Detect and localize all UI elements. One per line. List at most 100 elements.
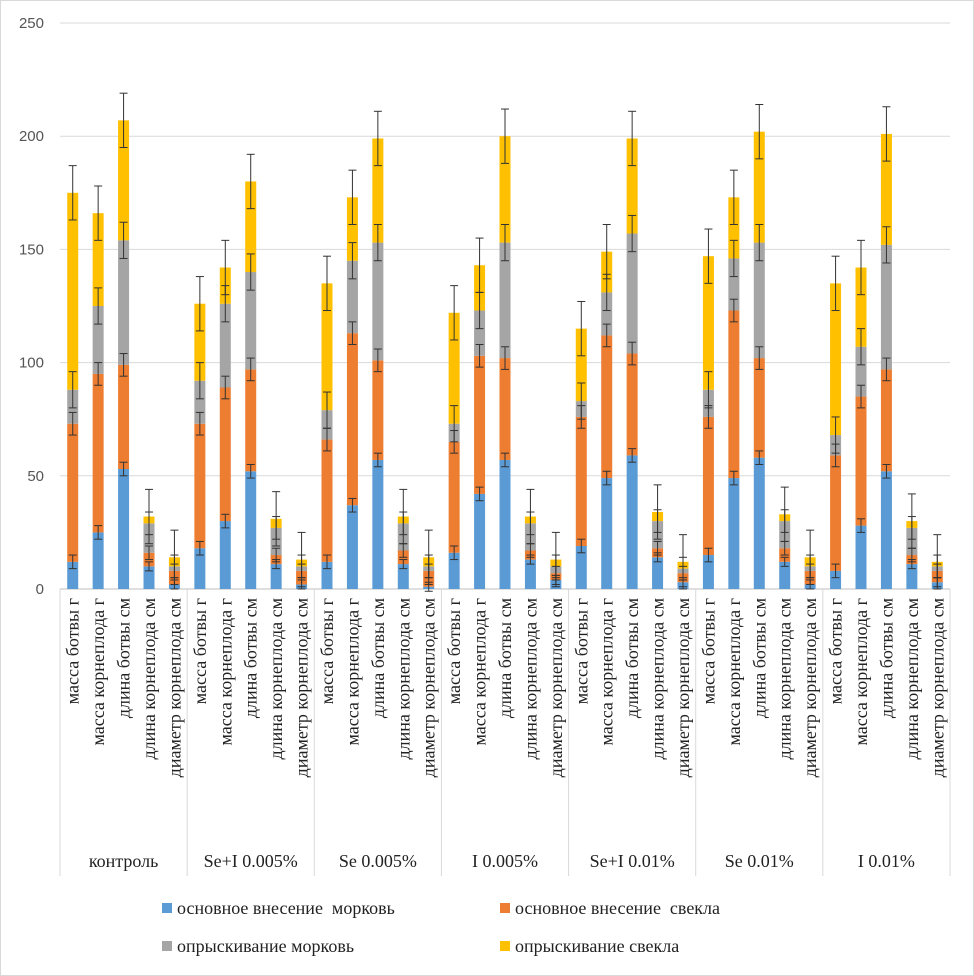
bar-segment <box>194 380 206 424</box>
bar-segment <box>702 416 714 556</box>
bar-segment <box>346 333 358 506</box>
x-tick-label: масса корнеплода г <box>724 598 744 746</box>
bar-segment <box>601 292 613 336</box>
legend-swatch <box>162 903 172 913</box>
bar-segment <box>906 564 918 589</box>
bar-segment <box>499 358 511 460</box>
bar-segment <box>448 441 460 553</box>
y-tick-label: 250 <box>19 15 44 32</box>
bar-segment <box>753 242 765 359</box>
x-tick-label: длина ботвы см <box>495 598 515 718</box>
bar-segment <box>830 283 842 436</box>
legend-label: опрыскивание морковь <box>177 936 354 956</box>
bar-segment <box>67 561 79 589</box>
bar-segment <box>474 355 486 494</box>
y-tick-label: 100 <box>19 355 44 372</box>
bar-segment <box>601 335 613 479</box>
bar-segment <box>372 360 384 460</box>
bar-segment <box>474 310 486 356</box>
bar-segment <box>448 312 460 424</box>
legend-swatch <box>500 903 510 913</box>
bar-segment <box>499 459 511 589</box>
bar-segment <box>245 181 257 273</box>
x-tick-label: длина ботвы см <box>241 598 261 718</box>
x-tick-label: длина корнеплода см <box>393 598 413 759</box>
bar-segment <box>448 552 460 589</box>
bar-segment <box>346 260 358 334</box>
x-tick-label: длина корнеплода см <box>520 598 540 759</box>
bar-segment <box>499 242 511 359</box>
bar-segment <box>702 256 714 390</box>
bar-segment <box>219 303 231 388</box>
bar-segment <box>194 423 206 549</box>
bar-segment <box>92 213 104 306</box>
bar-segment <box>321 439 333 562</box>
bar-segment <box>245 369 257 472</box>
bar-segment <box>92 532 104 589</box>
group-label: Se 0.005% <box>339 851 417 871</box>
bar-segment <box>118 120 130 241</box>
x-tick-label: диаметр корнеплода см <box>419 598 439 777</box>
x-tick-label: длина корнеплода см <box>139 598 159 759</box>
x-tick-label: диаметр корнеплода см <box>927 598 947 777</box>
bar-segment <box>143 566 155 589</box>
bar-segment <box>194 303 206 381</box>
bar-segment <box>601 478 613 589</box>
bar-segment <box>626 353 638 456</box>
bar-segment <box>92 306 104 374</box>
x-tick-label: масса ботвы г <box>317 598 337 704</box>
bar-segment <box>245 272 257 370</box>
bar-segment <box>753 131 765 243</box>
bar-segment <box>728 258 740 311</box>
bar-segment <box>855 267 867 347</box>
bar-segment <box>270 564 282 589</box>
group-label: контроль <box>89 851 159 871</box>
bar-segment <box>474 493 486 589</box>
x-tick-label: масса корнеплода г <box>851 598 871 746</box>
x-tick-label: масса ботвы г <box>190 598 210 704</box>
x-tick-label: диаметр корнеплода см <box>800 598 820 777</box>
x-tick-label: длина корнеплода см <box>266 598 286 759</box>
bar-segment <box>830 570 842 589</box>
bar-segment <box>880 369 892 472</box>
bar-segment <box>194 548 206 589</box>
bar-segment <box>92 373 104 533</box>
x-tick-label: масса ботвы г <box>63 598 83 704</box>
x-tick-label: масса ботвы г <box>698 598 718 704</box>
x-tick-label: длина корнеплода см <box>648 598 668 759</box>
x-tick-label: масса корнеплода г <box>342 598 362 746</box>
bar-segment <box>219 521 231 589</box>
x-tick-label: диаметр корнеплода см <box>164 598 184 777</box>
bar-segment <box>880 471 892 589</box>
bar-segment <box>321 561 333 589</box>
y-tick-label: 50 <box>27 468 44 485</box>
group-label: Se+I 0.005% <box>204 851 298 871</box>
x-tick-label: длина ботвы см <box>114 598 134 718</box>
legend-swatch <box>500 941 510 951</box>
x-tick-label: масса корнеплода г <box>215 598 235 746</box>
legend-swatch <box>162 941 172 951</box>
bar-segment <box>346 505 358 589</box>
bar-segment <box>575 416 587 546</box>
y-tick-label: 0 <box>36 581 44 598</box>
x-tick-label: длина корнеплода см <box>902 598 922 759</box>
x-tick-label: диаметр корнеплода см <box>292 598 312 777</box>
bar-segment <box>855 346 867 397</box>
bar-segment <box>245 471 257 589</box>
bar-segment <box>67 192 79 390</box>
bar-segment <box>118 364 130 470</box>
bar-segment <box>702 555 714 589</box>
bar-segment <box>67 423 79 562</box>
x-tick-label: длина ботвы см <box>622 598 642 718</box>
bar-segment <box>855 525 867 589</box>
bar-segment <box>728 197 740 259</box>
bar-segment <box>626 233 638 354</box>
bar-segment <box>779 561 791 589</box>
x-tick-label: диаметр корнеплода см <box>673 598 693 777</box>
bar-segment <box>626 455 638 589</box>
bar-segment <box>372 138 384 243</box>
bar-segment <box>524 559 536 589</box>
bar-segment <box>880 133 892 245</box>
bar-segment <box>219 387 231 522</box>
